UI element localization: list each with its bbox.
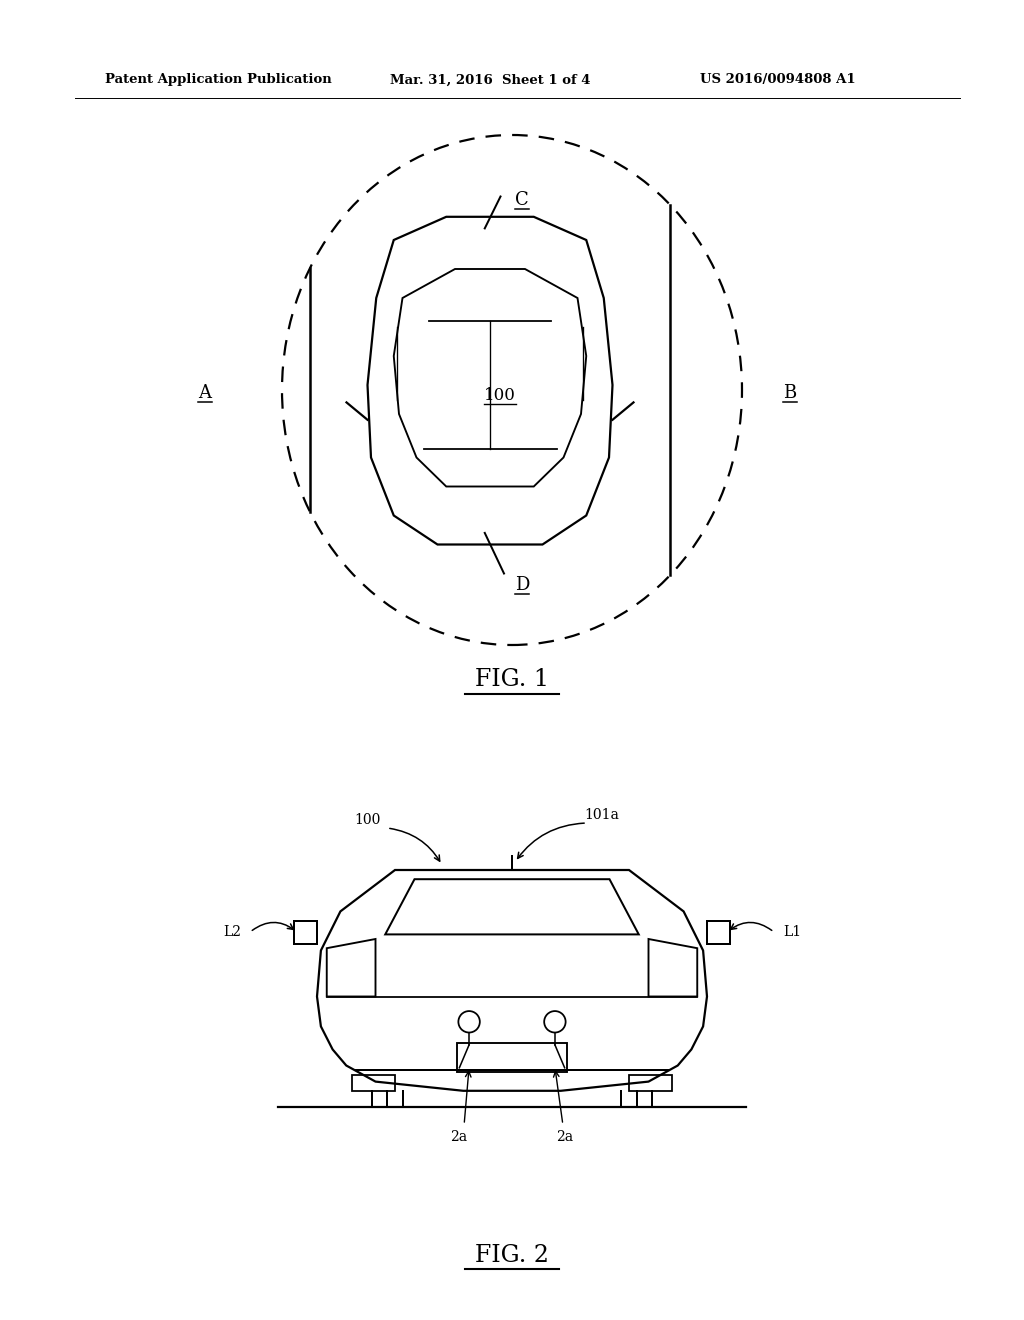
Text: Mar. 31, 2016  Sheet 1 of 4: Mar. 31, 2016 Sheet 1 of 4 <box>390 74 591 87</box>
Bar <box>458 1043 566 1072</box>
Text: 2a: 2a <box>451 1130 468 1144</box>
Text: B: B <box>783 384 797 403</box>
Text: US 2016/0094808 A1: US 2016/0094808 A1 <box>700 74 856 87</box>
Bar <box>629 1074 672 1090</box>
Bar <box>707 920 730 944</box>
Text: FIG. 1: FIG. 1 <box>475 668 549 692</box>
Text: A: A <box>199 384 212 403</box>
Text: 2a: 2a <box>556 1130 573 1144</box>
Text: D: D <box>515 576 529 594</box>
Bar <box>294 920 317 944</box>
Text: L2: L2 <box>223 925 241 939</box>
Text: 101a: 101a <box>585 808 620 822</box>
Text: Patent Application Publication: Patent Application Publication <box>105 74 332 87</box>
Text: L1: L1 <box>783 925 801 939</box>
Text: 100: 100 <box>354 813 380 828</box>
Text: 100: 100 <box>484 387 516 404</box>
Text: C: C <box>515 191 528 209</box>
Bar <box>352 1074 395 1090</box>
Text: FIG. 2: FIG. 2 <box>475 1243 549 1266</box>
